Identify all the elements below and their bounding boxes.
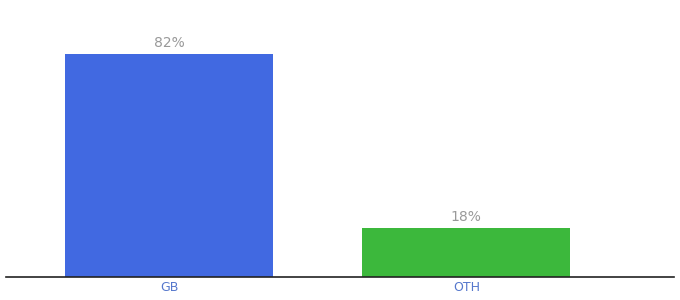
Bar (65, 54, 273, 277)
Text: 82%: 82% (154, 36, 184, 50)
Bar (362, 228, 571, 277)
Text: 18%: 18% (451, 210, 482, 224)
